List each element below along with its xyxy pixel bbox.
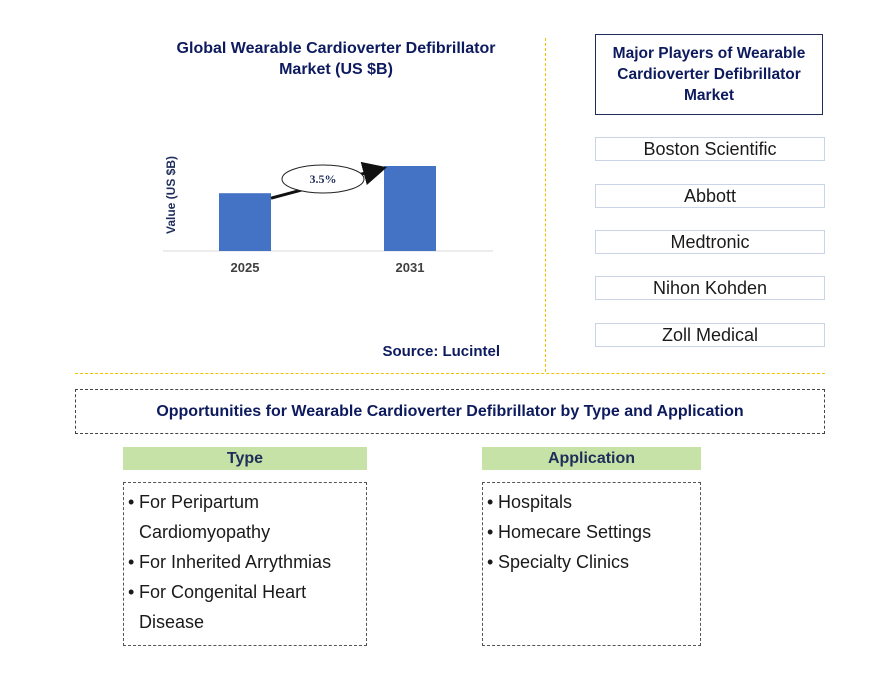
application-list-box: Hospitals Homecare Settings Specialty Cl… xyxy=(482,482,701,646)
bar-2031 xyxy=(384,166,436,251)
bar-chart: Value (US $B) 2025 2031 3.5% xyxy=(163,156,493,275)
application-list: Hospitals Homecare Settings Specialty Cl… xyxy=(483,483,700,577)
player-medtronic: Medtronic xyxy=(595,230,825,254)
horizontal-divider xyxy=(75,373,825,374)
type-list-box: For Peripartum Cardiomyopathy For Inheri… xyxy=(123,482,367,646)
player-nihon-kohden: Nihon Kohden xyxy=(595,276,825,300)
growth-annotation: 3.5% xyxy=(270,161,387,200)
player-abbott: Abbott xyxy=(595,184,825,208)
growth-rate-label: 3.5% xyxy=(310,172,337,186)
bar-2025 xyxy=(219,193,271,251)
growth-ellipse xyxy=(281,164,365,194)
list-item: Homecare Settings xyxy=(487,517,700,547)
player-zoll-medical: Zoll Medical xyxy=(595,323,825,347)
type-list: For Peripartum Cardiomyopathy For Inheri… xyxy=(124,483,366,637)
players-title: Major Players of Wearable Cardioverter D… xyxy=(595,34,823,115)
list-item: Hospitals xyxy=(487,487,700,517)
list-item: For Peripartum Cardiomyopathy xyxy=(128,487,366,547)
list-item: For Inherited Arrythmias xyxy=(128,547,366,577)
x-tick-label: 2031 xyxy=(396,260,425,275)
list-item: For Congenital Heart Disease xyxy=(128,577,366,637)
player-boston-scientific: Boston Scientific xyxy=(595,137,825,161)
application-header: Application xyxy=(482,447,701,470)
chart-title: Global Wearable Cardioverter Defibrillat… xyxy=(176,40,496,78)
bars-layer: 2025 2031 xyxy=(219,166,436,275)
list-item: Specialty Clinics xyxy=(487,547,700,577)
opportunities-title: Opportunities for Wearable Cardioverter … xyxy=(75,389,825,434)
vertical-divider xyxy=(545,38,546,372)
x-tick-label: 2025 xyxy=(231,260,260,275)
y-axis-label: Value (US $B) xyxy=(164,156,178,234)
source-label: Source: Lucintel xyxy=(382,343,500,360)
type-header: Type xyxy=(123,447,367,470)
